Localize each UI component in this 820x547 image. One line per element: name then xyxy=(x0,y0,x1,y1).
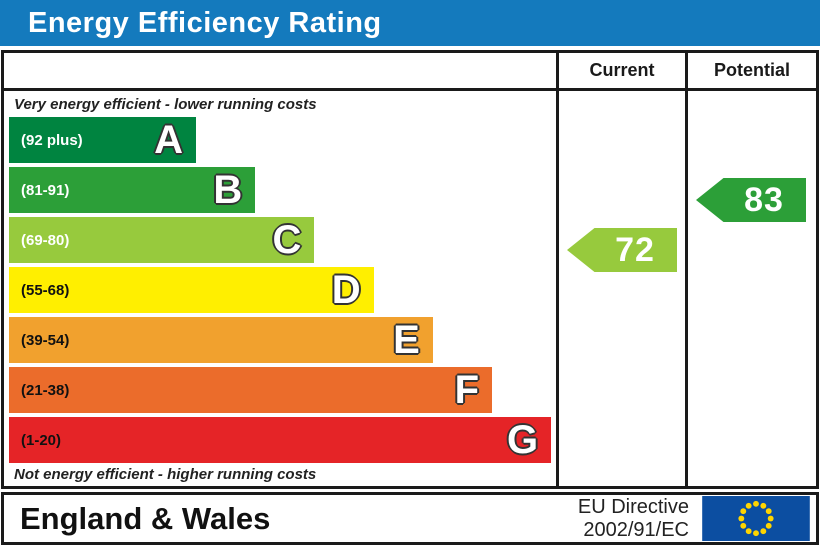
band-row-g: (1-20) G xyxy=(9,417,556,463)
band-row-e: (39-54) E xyxy=(9,317,556,363)
band-bar: (69-80) C xyxy=(9,217,315,263)
band-bar: (21-38) F xyxy=(9,367,492,413)
band-bar: (92 plus) A xyxy=(9,117,197,163)
band-range-label: (21-38) xyxy=(21,381,70,399)
band-row-a: (92 plus) A xyxy=(9,117,556,163)
footer-bar: England & Wales EU Directive 2002/91/EC xyxy=(1,492,819,545)
band-bar: (1-20) G xyxy=(9,417,552,463)
note-not-efficient: Not energy efficient - higher running co… xyxy=(14,466,317,483)
band-letter: C xyxy=(272,218,302,262)
eu-flag-icon xyxy=(702,496,810,541)
eu-directive-line2: 2002/91/EC xyxy=(583,518,689,541)
bands-area: Very energy efficient - lower running co… xyxy=(4,91,556,486)
band-range-label: (69-80) xyxy=(21,231,70,249)
band-range-label: (1-20) xyxy=(21,431,62,449)
current-rating-value: 72 xyxy=(615,230,655,269)
current-column-cell: 72 xyxy=(556,91,685,486)
band-letter: E xyxy=(393,318,420,362)
note-very-efficient: Very energy efficient - lower running co… xyxy=(14,96,317,113)
band-bar: (39-54) E xyxy=(9,317,433,363)
header-blank-cell xyxy=(4,53,556,91)
band-bar: (55-68) D xyxy=(9,267,374,313)
band-letter: D xyxy=(331,268,361,312)
potential-rating-value: 83 xyxy=(744,180,784,219)
current-column-header: Current xyxy=(556,53,685,91)
current-rating-arrow: 72 xyxy=(567,228,677,272)
rating-table: Current Potential Very energy efficient … xyxy=(1,50,819,489)
potential-rating-arrow: 83 xyxy=(696,178,806,222)
potential-column-header: Potential xyxy=(685,53,816,91)
band-row-c: (69-80) C xyxy=(9,217,556,263)
band-row-d: (55-68) D xyxy=(9,267,556,313)
band-letter: F xyxy=(454,368,479,412)
band-row-f: (21-38) F xyxy=(9,367,556,413)
band-range-label: (92 plus) xyxy=(21,131,83,149)
band-bar: (81-91) B xyxy=(9,167,256,213)
bands-list: (92 plus) A (81-91) B (69-80) C (55-68) … xyxy=(4,117,556,463)
page-title: Energy Efficiency Rating xyxy=(28,6,382,39)
potential-column-cell: 83 xyxy=(685,91,816,486)
band-letter: A xyxy=(154,118,184,162)
band-row-b: (81-91) B xyxy=(9,167,556,213)
band-range-label: (39-54) xyxy=(21,331,70,349)
title-bar: Energy Efficiency Rating xyxy=(0,0,820,46)
eu-directive-line1: EU Directive xyxy=(577,496,689,519)
region-label: England & Wales xyxy=(20,500,271,536)
eu-directive-label: EU Directive 2002/91/EC xyxy=(578,496,701,541)
band-letter: G xyxy=(507,418,539,462)
band-range-label: (81-91) xyxy=(21,181,70,199)
band-letter: B xyxy=(213,168,243,212)
band-range-label: (55-68) xyxy=(21,281,70,299)
